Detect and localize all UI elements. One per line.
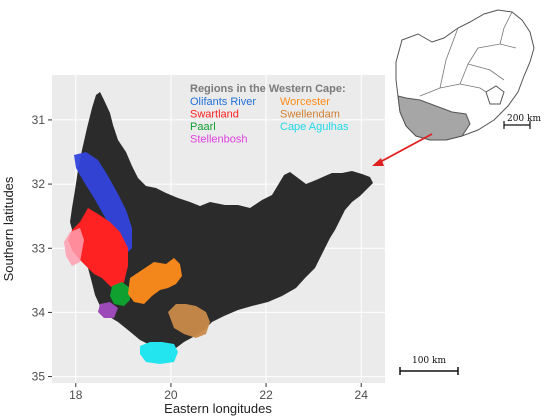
region-swellendam: [168, 304, 210, 338]
inset-scale-bar-label: 200 km: [507, 114, 541, 124]
legend-item-swellendam: Swellendam: [280, 109, 340, 121]
scale-bar: 100 km: [399, 356, 459, 375]
region-paarl: [110, 282, 130, 306]
y-tick-label: 35: [32, 370, 46, 384]
legend-title: Regions in the Western Cape:: [190, 83, 346, 95]
legend-item-stellenbosh: Stellenbosh: [190, 134, 248, 146]
region-swartland-edge: [64, 228, 84, 266]
y-tick-label: 31: [32, 113, 46, 127]
region-stellenbosh: [98, 302, 118, 318]
legend-item-paarl: Paarl: [190, 121, 216, 133]
inset-provinces: [419, 11, 517, 97]
inset-lesotho: [485, 85, 505, 105]
y-tick-label: 32: [32, 177, 46, 191]
inset-western-cape-highlight: [397, 95, 471, 141]
y-axis-label: Southern latitudes: [1, 176, 16, 281]
x-tick-label: 20: [164, 388, 178, 402]
pointer-arrow: [372, 133, 433, 166]
legend-item-olifants-river: Olifants River: [190, 96, 256, 108]
x-tick-label: 22: [259, 388, 273, 402]
region-worcester: [128, 258, 182, 304]
y-axis: 31 32 33 34 35: [32, 113, 52, 384]
region-cape-agulhas: [140, 342, 178, 364]
inset-south-africa-map: 200 km: [395, 9, 541, 141]
legend-item-swartland: Swartland: [190, 109, 239, 121]
x-axis: 18 20 22 24: [69, 383, 368, 402]
y-tick-label: 33: [32, 241, 46, 255]
x-tick-label: 18: [69, 388, 83, 402]
scale-bar-label: 100 km: [412, 356, 446, 366]
y-tick-label: 34: [32, 305, 46, 319]
region-olifants-river: [74, 152, 132, 254]
x-tick-label: 24: [355, 388, 369, 402]
x-axis-label: Eastern longitudes: [164, 401, 272, 416]
legend-item-cape-agulhas: Cape Agulhas: [280, 121, 349, 133]
legend-item-worcester: Worcester: [280, 96, 330, 108]
region-swartland: [68, 208, 128, 290]
